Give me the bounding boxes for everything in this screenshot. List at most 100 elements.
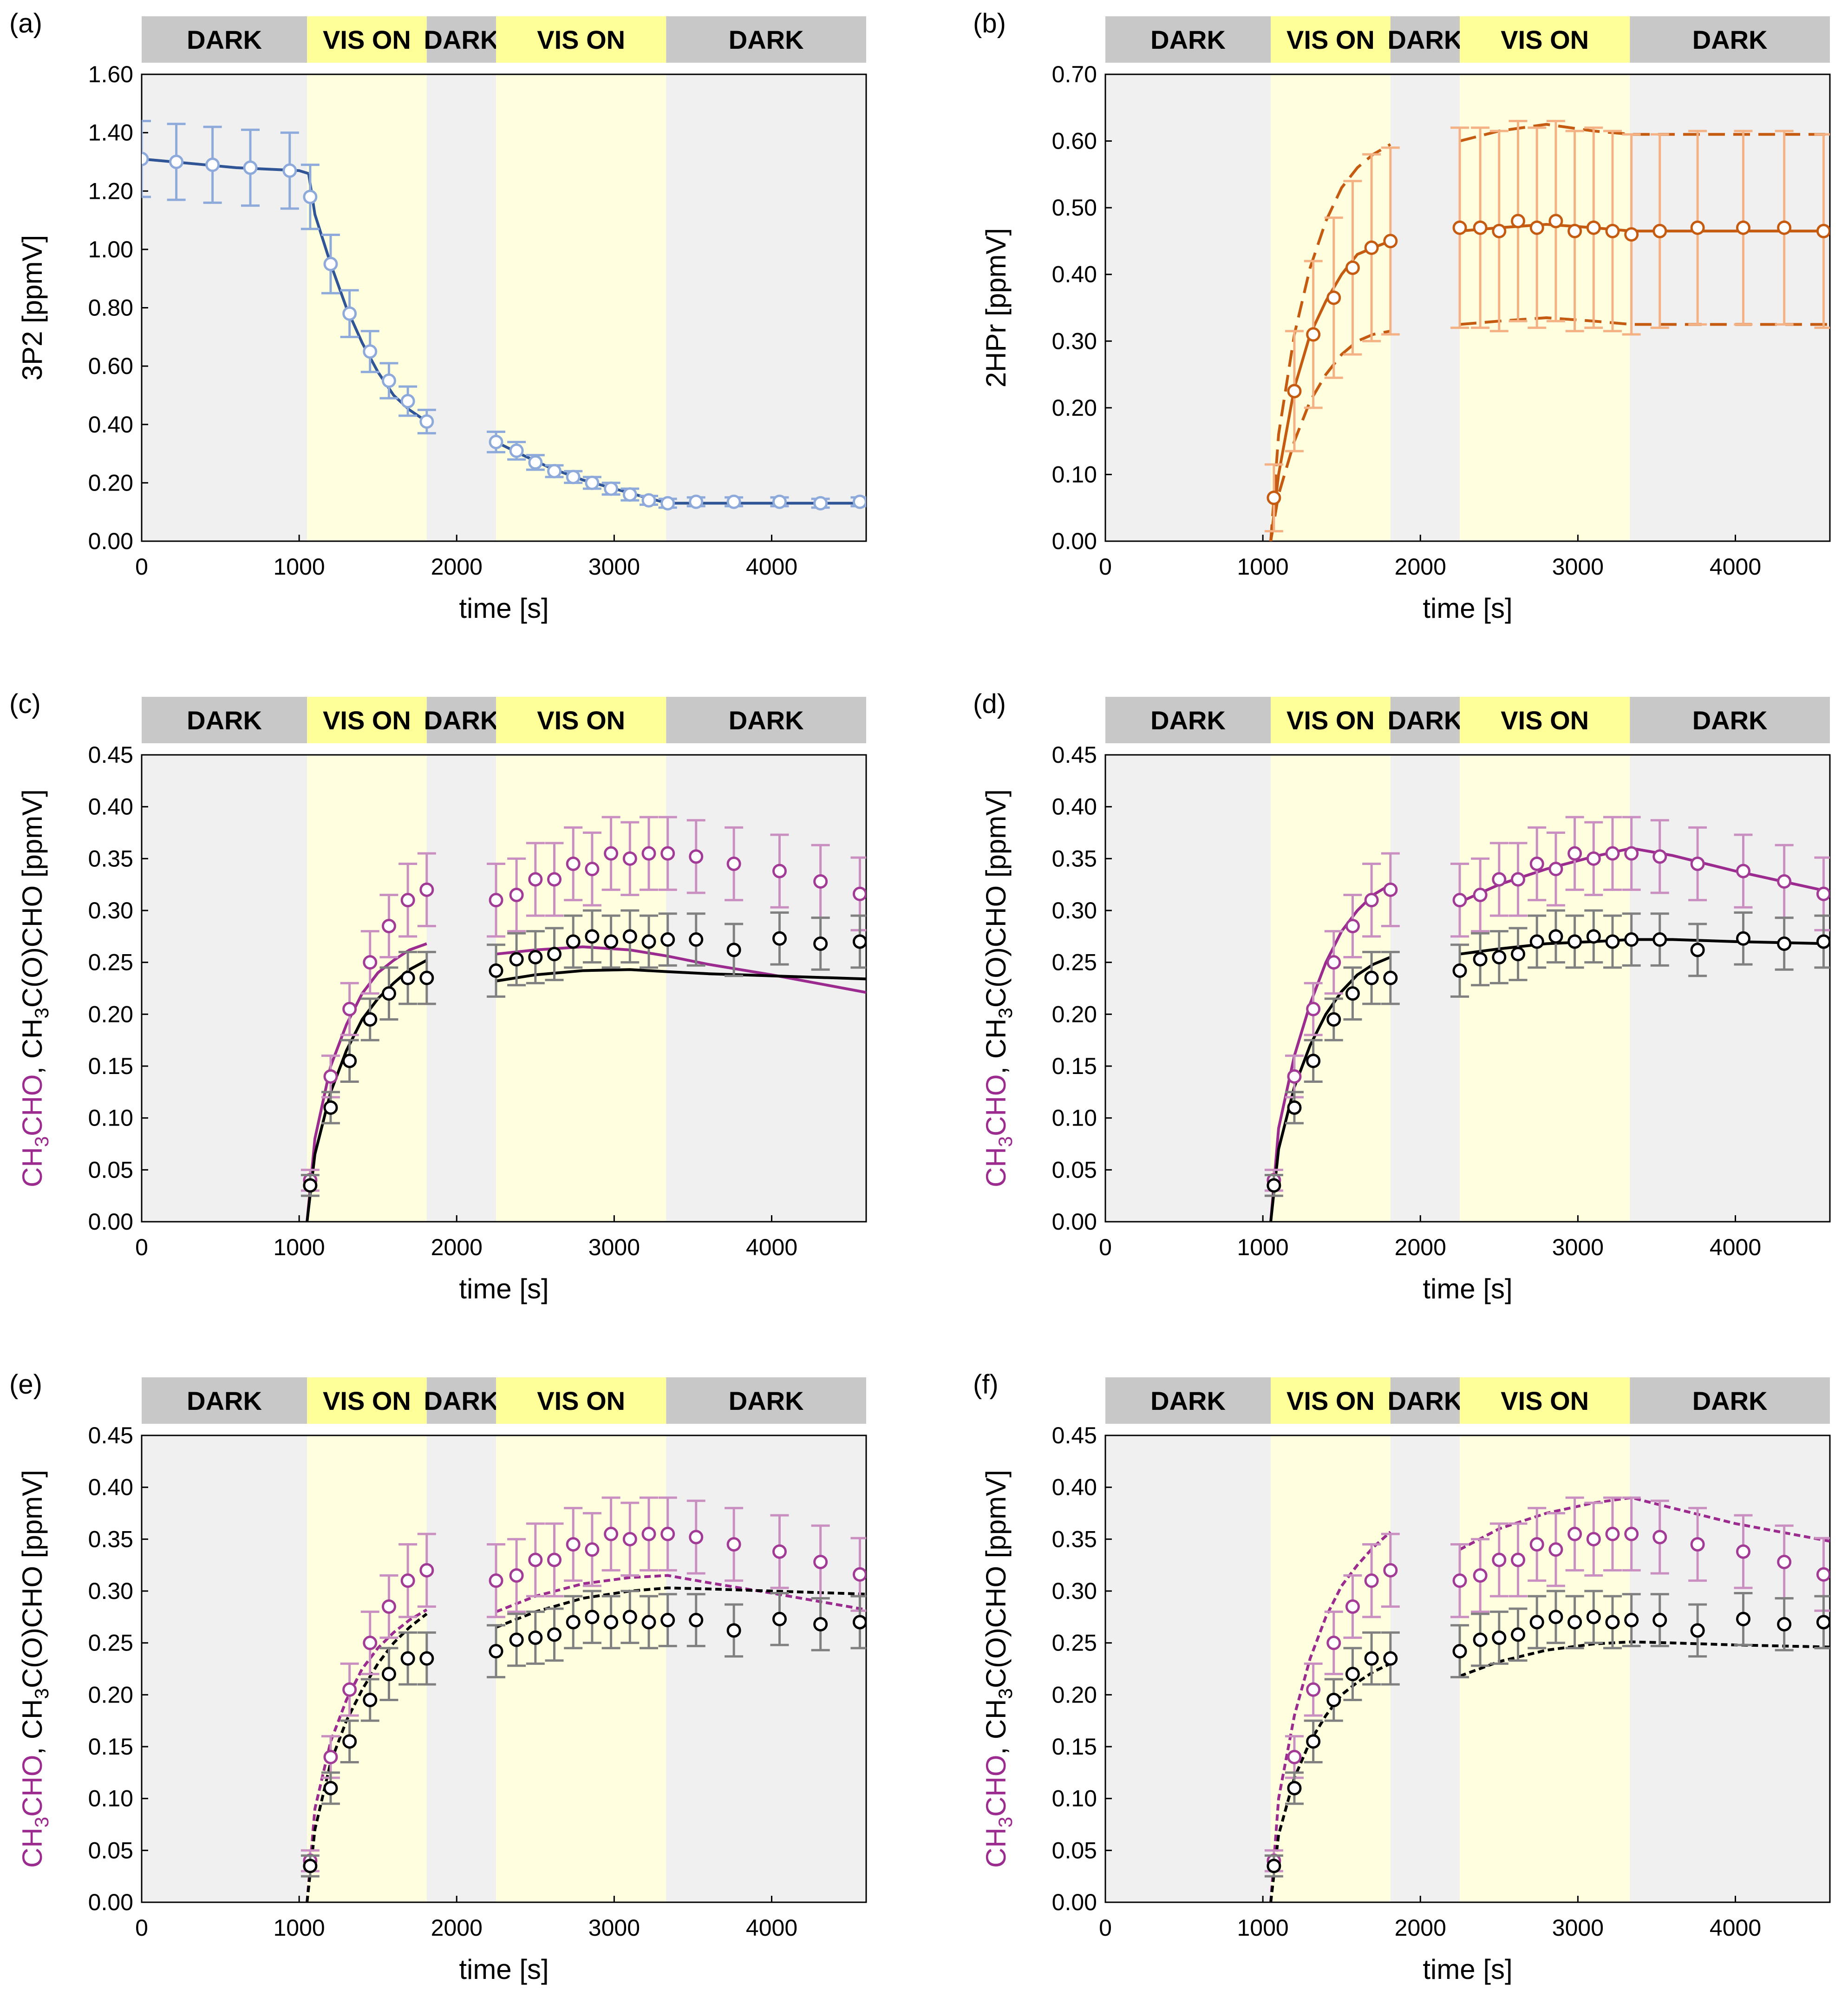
data-point: [641, 846, 656, 861]
data-point: [547, 872, 562, 887]
data-point: [604, 846, 619, 861]
y-tick-label: 0.30: [88, 897, 133, 923]
data-point: [1473, 952, 1488, 967]
phase-band: [1390, 16, 1460, 63]
data-point: [1736, 864, 1750, 878]
data-layer: [300, 1496, 866, 1902]
data-point: [772, 1611, 787, 1626]
data-point: [1345, 1599, 1360, 1614]
y-tick-label: 1.40: [88, 120, 133, 146]
data-point: [1777, 220, 1792, 235]
x-axis-title: time [s]: [1423, 1273, 1512, 1304]
data-point: [419, 414, 434, 429]
model-line: [1269, 956, 1391, 1222]
chart-panel: (d) DARK VIS ON DARK VIS ON DARK 0.00 0.05 0.10 0…: [973, 689, 1831, 1304]
y-tick-label: 0.20: [88, 470, 133, 496]
phase-band: [142, 16, 307, 63]
phase-label: DARK: [1150, 1386, 1226, 1415]
y-tick-label: 0.45: [1052, 1422, 1097, 1448]
phase-band: [1390, 697, 1460, 743]
data-layer: [300, 816, 866, 1222]
data-layer: [1264, 1496, 1830, 1902]
phase-background: [1105, 1435, 1271, 1902]
x-tick-label: 3000: [588, 1915, 640, 1941]
x-tick-label: 0: [1099, 1234, 1112, 1260]
data-point: [400, 970, 415, 985]
data-point: [1383, 234, 1398, 249]
phase-background: [496, 755, 666, 1222]
y-tick-label: 0.50: [1052, 195, 1097, 221]
phase-band: [1460, 1377, 1630, 1424]
phase-band: [1271, 1377, 1391, 1424]
phase-background: [496, 74, 666, 541]
y-tick-label: 0.40: [88, 1474, 133, 1500]
phase-label: DARK: [729, 706, 804, 735]
y-tick-label: 0.05: [1052, 1157, 1097, 1183]
data-point: [363, 344, 378, 359]
phase-band: [1460, 697, 1630, 743]
panel-letter: (f): [973, 1369, 999, 1400]
data-point: [1690, 857, 1705, 871]
y-tick-label: 0.20: [1052, 395, 1097, 421]
phase-label: VIS ON: [537, 706, 625, 735]
model-dashed-line: [1269, 143, 1391, 541]
y-tick-label: 1.00: [88, 236, 133, 262]
data-point: [1306, 1682, 1321, 1697]
data-point: [1652, 932, 1667, 947]
data-point: [604, 481, 619, 496]
phase-background: [142, 755, 307, 1222]
data-point: [1652, 1613, 1667, 1628]
y-tick-label: 0.45: [88, 1422, 133, 1448]
data-point: [1364, 970, 1379, 985]
data-point: [1326, 1012, 1341, 1027]
data-point: [509, 1568, 524, 1583]
y-tick-label: 0.15: [1052, 1734, 1097, 1760]
y-axis-title: 3P2 [ppmV]: [17, 235, 48, 381]
data-point: [772, 494, 787, 509]
data-point: [726, 943, 741, 957]
phase-background: [426, 755, 496, 1222]
phase-band: [1390, 1377, 1460, 1424]
data-point: [1492, 1552, 1507, 1567]
y-tick-label: 0.35: [1052, 845, 1097, 871]
data-point: [1652, 1530, 1667, 1545]
data-point: [1452, 963, 1467, 978]
data-point: [489, 1573, 503, 1588]
data-point: [489, 1644, 503, 1659]
plot-frame: [141, 1434, 867, 1903]
y-tick-label: 0.40: [1052, 1474, 1097, 1500]
y-tick-label: 0.15: [88, 1734, 133, 1760]
data-point: [1567, 223, 1582, 238]
phase-label: DARK: [1692, 706, 1768, 735]
data-point: [1287, 1100, 1302, 1115]
data-point: [547, 1627, 562, 1642]
data-point: [1326, 1636, 1341, 1650]
x-tick-label: 2000: [1395, 1234, 1446, 1260]
data-point: [243, 160, 258, 175]
phase-label: DARK: [1692, 25, 1768, 54]
y-tick-label: 0.25: [88, 950, 133, 976]
y-tick-label: 0.40: [1052, 262, 1097, 288]
model-dashed-line: [1269, 329, 1391, 541]
chart-panel: (f) DARK VIS ON DARK VIS ON DARK 0.00 0.05 0.10 0…: [973, 1369, 1831, 1985]
data-point: [342, 1054, 357, 1068]
data-point: [528, 1631, 543, 1645]
data-point: [1567, 1615, 1582, 1630]
data-point: [1605, 934, 1620, 949]
phase-band: [142, 1377, 307, 1424]
plot-frame: [1104, 1434, 1831, 1903]
data-point: [509, 888, 524, 902]
y-tick-label: 0.40: [1052, 794, 1097, 820]
x-tick-label: 0: [1099, 554, 1112, 580]
data-point: [641, 934, 656, 949]
phase-label: DARK: [1150, 706, 1226, 735]
y-tick-label: 0.15: [88, 1053, 133, 1079]
data-point: [1529, 1615, 1544, 1630]
data-point: [1736, 1611, 1750, 1626]
x-axis-title: time [s]: [459, 1954, 549, 1985]
data-point: [726, 494, 741, 509]
data-point: [381, 986, 396, 1001]
phase-label: DARK: [729, 25, 804, 54]
data-point: [489, 963, 503, 978]
data-point: [1267, 1859, 1281, 1873]
